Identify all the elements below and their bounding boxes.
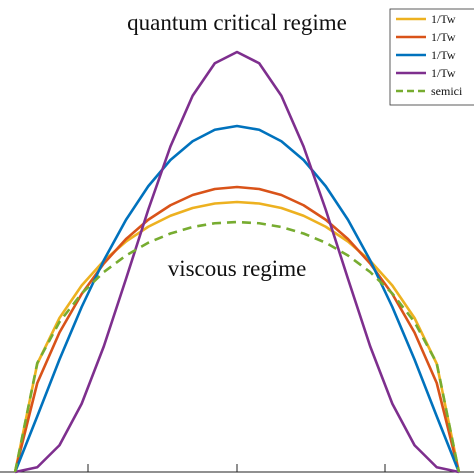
curves (13, 50, 461, 474)
annotation: viscous regime (168, 256, 307, 281)
legend-box (389, 8, 474, 106)
series-line (13, 200, 461, 473)
legend: 1/Tw 1/Tw 1/Tw 1/Tw semici (389, 8, 474, 106)
legend-label: semici (431, 84, 463, 98)
legend-label: 1/Tw (431, 30, 456, 44)
series-line (13, 124, 461, 473)
legend-label: 1/Tw (431, 48, 456, 62)
annotation: quantum critical regime (127, 10, 347, 35)
series-line (13, 185, 461, 473)
series-line (14, 50, 460, 474)
legend-label: 1/Tw (431, 12, 456, 26)
legend-label: 1/Tw (431, 66, 456, 80)
